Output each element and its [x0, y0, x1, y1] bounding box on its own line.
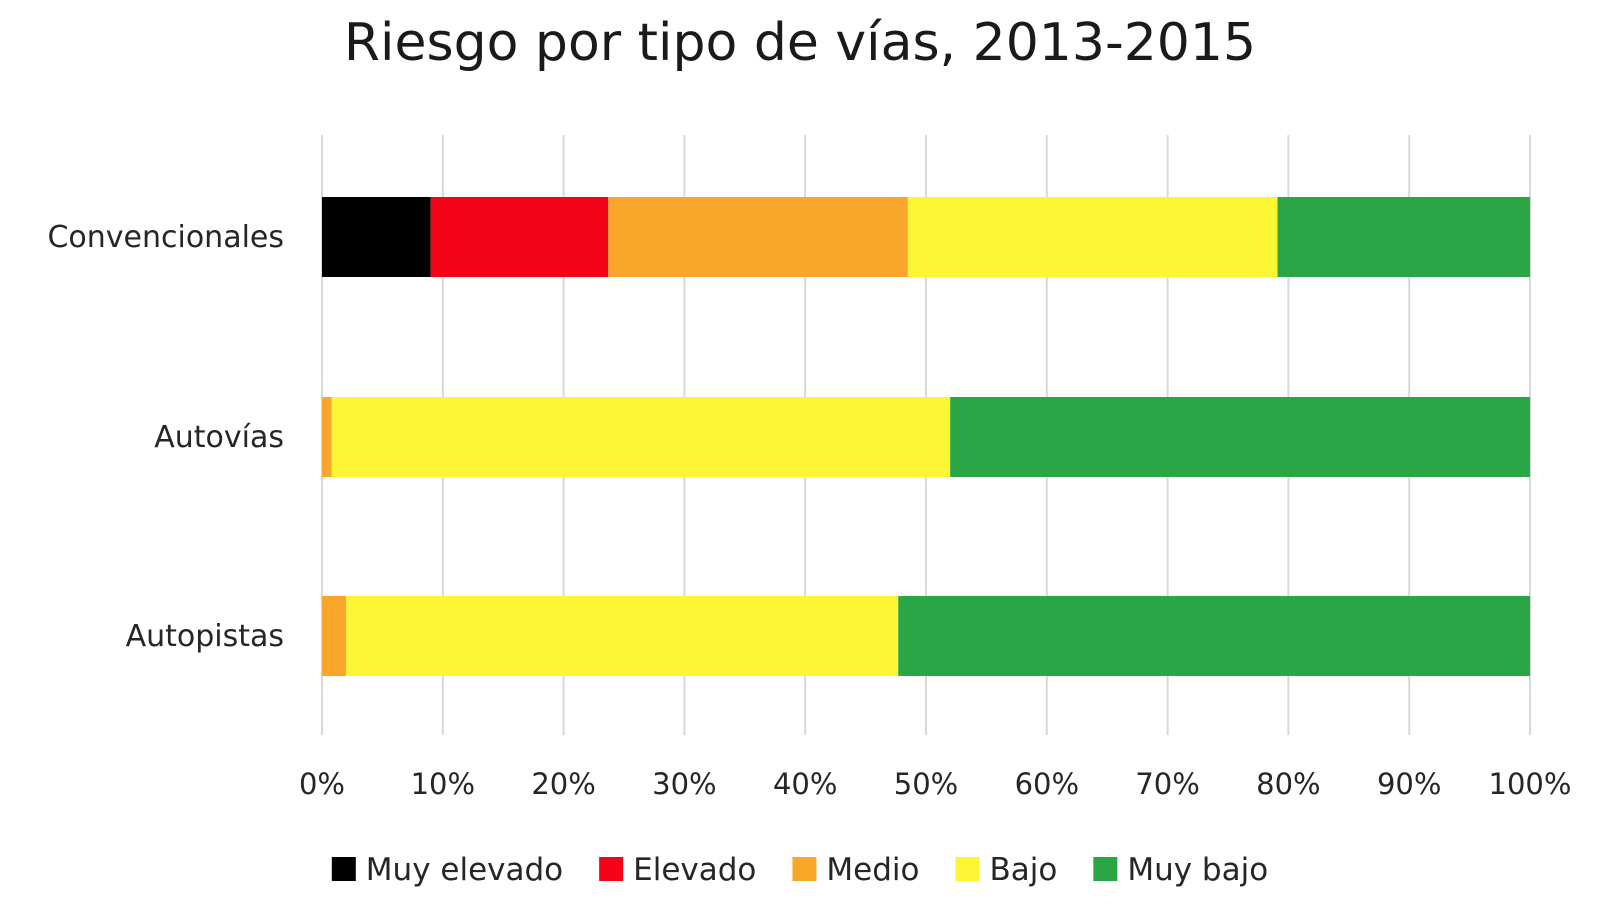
bar-autovias-medio	[322, 397, 332, 477]
legend-swatch-muy-elevado	[331, 857, 356, 881]
bar-autovias-muy-bajo	[950, 397, 1530, 477]
bar-convencionales-medio	[608, 197, 908, 277]
category-labels: Convencionales Autovías Autopistas	[47, 220, 284, 654]
legend-item-muy-bajo: Muy bajo	[1093, 852, 1268, 888]
bars	[322, 197, 1530, 676]
x-tick-label-40: 40%	[773, 767, 837, 801]
legend: Muy elevado Elevado Medio Bajo Muy bajo	[331, 852, 1268, 888]
x-tick-labels: 0% 10% 20% 30% 40% 50% 60% 70% 80% 90% 100%	[299, 767, 1571, 801]
category-label-autopistas: Autopistas	[126, 619, 284, 654]
legend-item-muy-elevado: Muy elevado	[331, 852, 563, 888]
legend-swatch-medio	[792, 857, 817, 881]
legend-swatch-bajo	[955, 857, 980, 881]
x-tick-label-90: 90%	[1377, 767, 1441, 801]
bar-autopistas-medio	[322, 596, 347, 676]
legend-swatch-elevado	[599, 857, 624, 881]
x-tick-label-30: 30%	[652, 767, 716, 801]
x-tick-label-100: 100%	[1489, 767, 1572, 801]
bar-autopistas-bajo	[346, 596, 899, 676]
x-tick-label-10: 10%	[411, 767, 475, 801]
bar-convencionales-bajo	[907, 197, 1278, 277]
legend-item-bajo: Bajo	[955, 852, 1057, 888]
x-tick-label-80: 80%	[1256, 767, 1320, 801]
legend-label-muy-bajo: Muy bajo	[1127, 852, 1268, 888]
legend-item-elevado: Elevado	[599, 852, 756, 888]
x-tick-label-0: 0%	[299, 767, 345, 801]
legend-swatch-muy-bajo	[1093, 857, 1118, 881]
x-tick-label-50: 50%	[894, 767, 958, 801]
x-tick-label-60: 60%	[1015, 767, 1079, 801]
bar-autovias-bajo	[331, 397, 951, 477]
legend-item-medio: Medio	[792, 852, 919, 888]
bar-convencionales-muy-elevado	[322, 197, 431, 277]
category-label-convencionales: Convencionales	[47, 220, 284, 255]
legend-label-medio: Medio	[826, 852, 919, 888]
x-tick-label-70: 70%	[1135, 767, 1199, 801]
bar-convencionales-elevado	[430, 197, 609, 277]
legend-label-elevado: Elevado	[633, 852, 756, 888]
bar-autopistas-muy-bajo	[898, 596, 1530, 676]
x-tick-label-20: 20%	[531, 767, 595, 801]
bar-convencionales-muy-bajo	[1277, 197, 1530, 277]
chart-title: Riesgo por tipo de vías, 2013-2015	[344, 13, 1256, 73]
category-label-autovias: Autovías	[154, 420, 284, 455]
legend-label-bajo: Bajo	[989, 852, 1057, 888]
legend-label-muy-elevado: Muy elevado	[366, 852, 563, 888]
